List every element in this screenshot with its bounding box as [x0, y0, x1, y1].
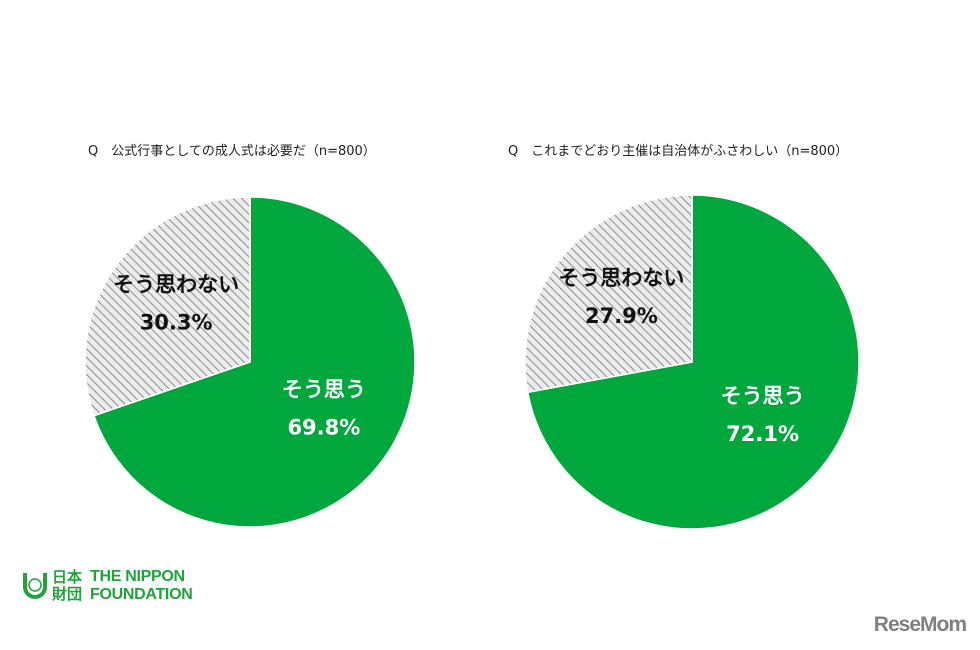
- nippon-foundation-logo: 日本財団 THE NIPPON FOUNDATION: [22, 568, 193, 604]
- resemom-watermark: ReseMom: [873, 613, 967, 636]
- pie-label-0-1: そう思わない: [113, 272, 239, 296]
- pie-label-1-0: そう思う: [721, 384, 805, 408]
- pie-label-1-1: そう思わない: [558, 266, 684, 290]
- pie-slice-1-0: [526, 194, 860, 530]
- pie-slice-1-1: [524, 194, 693, 394]
- foundation-mascot-icon: [23, 573, 47, 599]
- pie-value-0-1: 30.3%: [140, 310, 213, 334]
- pie-value-1-1: 27.9%: [585, 304, 658, 328]
- logo-line2: FOUNDATION: [90, 586, 193, 603]
- pie-slice-0-0: [93, 196, 416, 528]
- chart-title-left: Q 公式行事としての成人式は必要だ（n=800）: [88, 144, 376, 159]
- pie-value-0-0: 69.8%: [287, 416, 360, 440]
- pie-label-0-0: そう思う: [282, 378, 366, 402]
- pie-slice-0-1: [84, 196, 251, 417]
- logo-en: THE NIPPON FOUNDATION: [90, 568, 193, 604]
- pie-value-1-0: 72.1%: [726, 422, 799, 446]
- logo-jp: 日本財団: [52, 568, 83, 603]
- chart-title-right: Q これまでどおり主催は自治体がふさわしい（n=800）: [508, 144, 849, 159]
- logo-line1: THE NIPPON: [90, 568, 185, 585]
